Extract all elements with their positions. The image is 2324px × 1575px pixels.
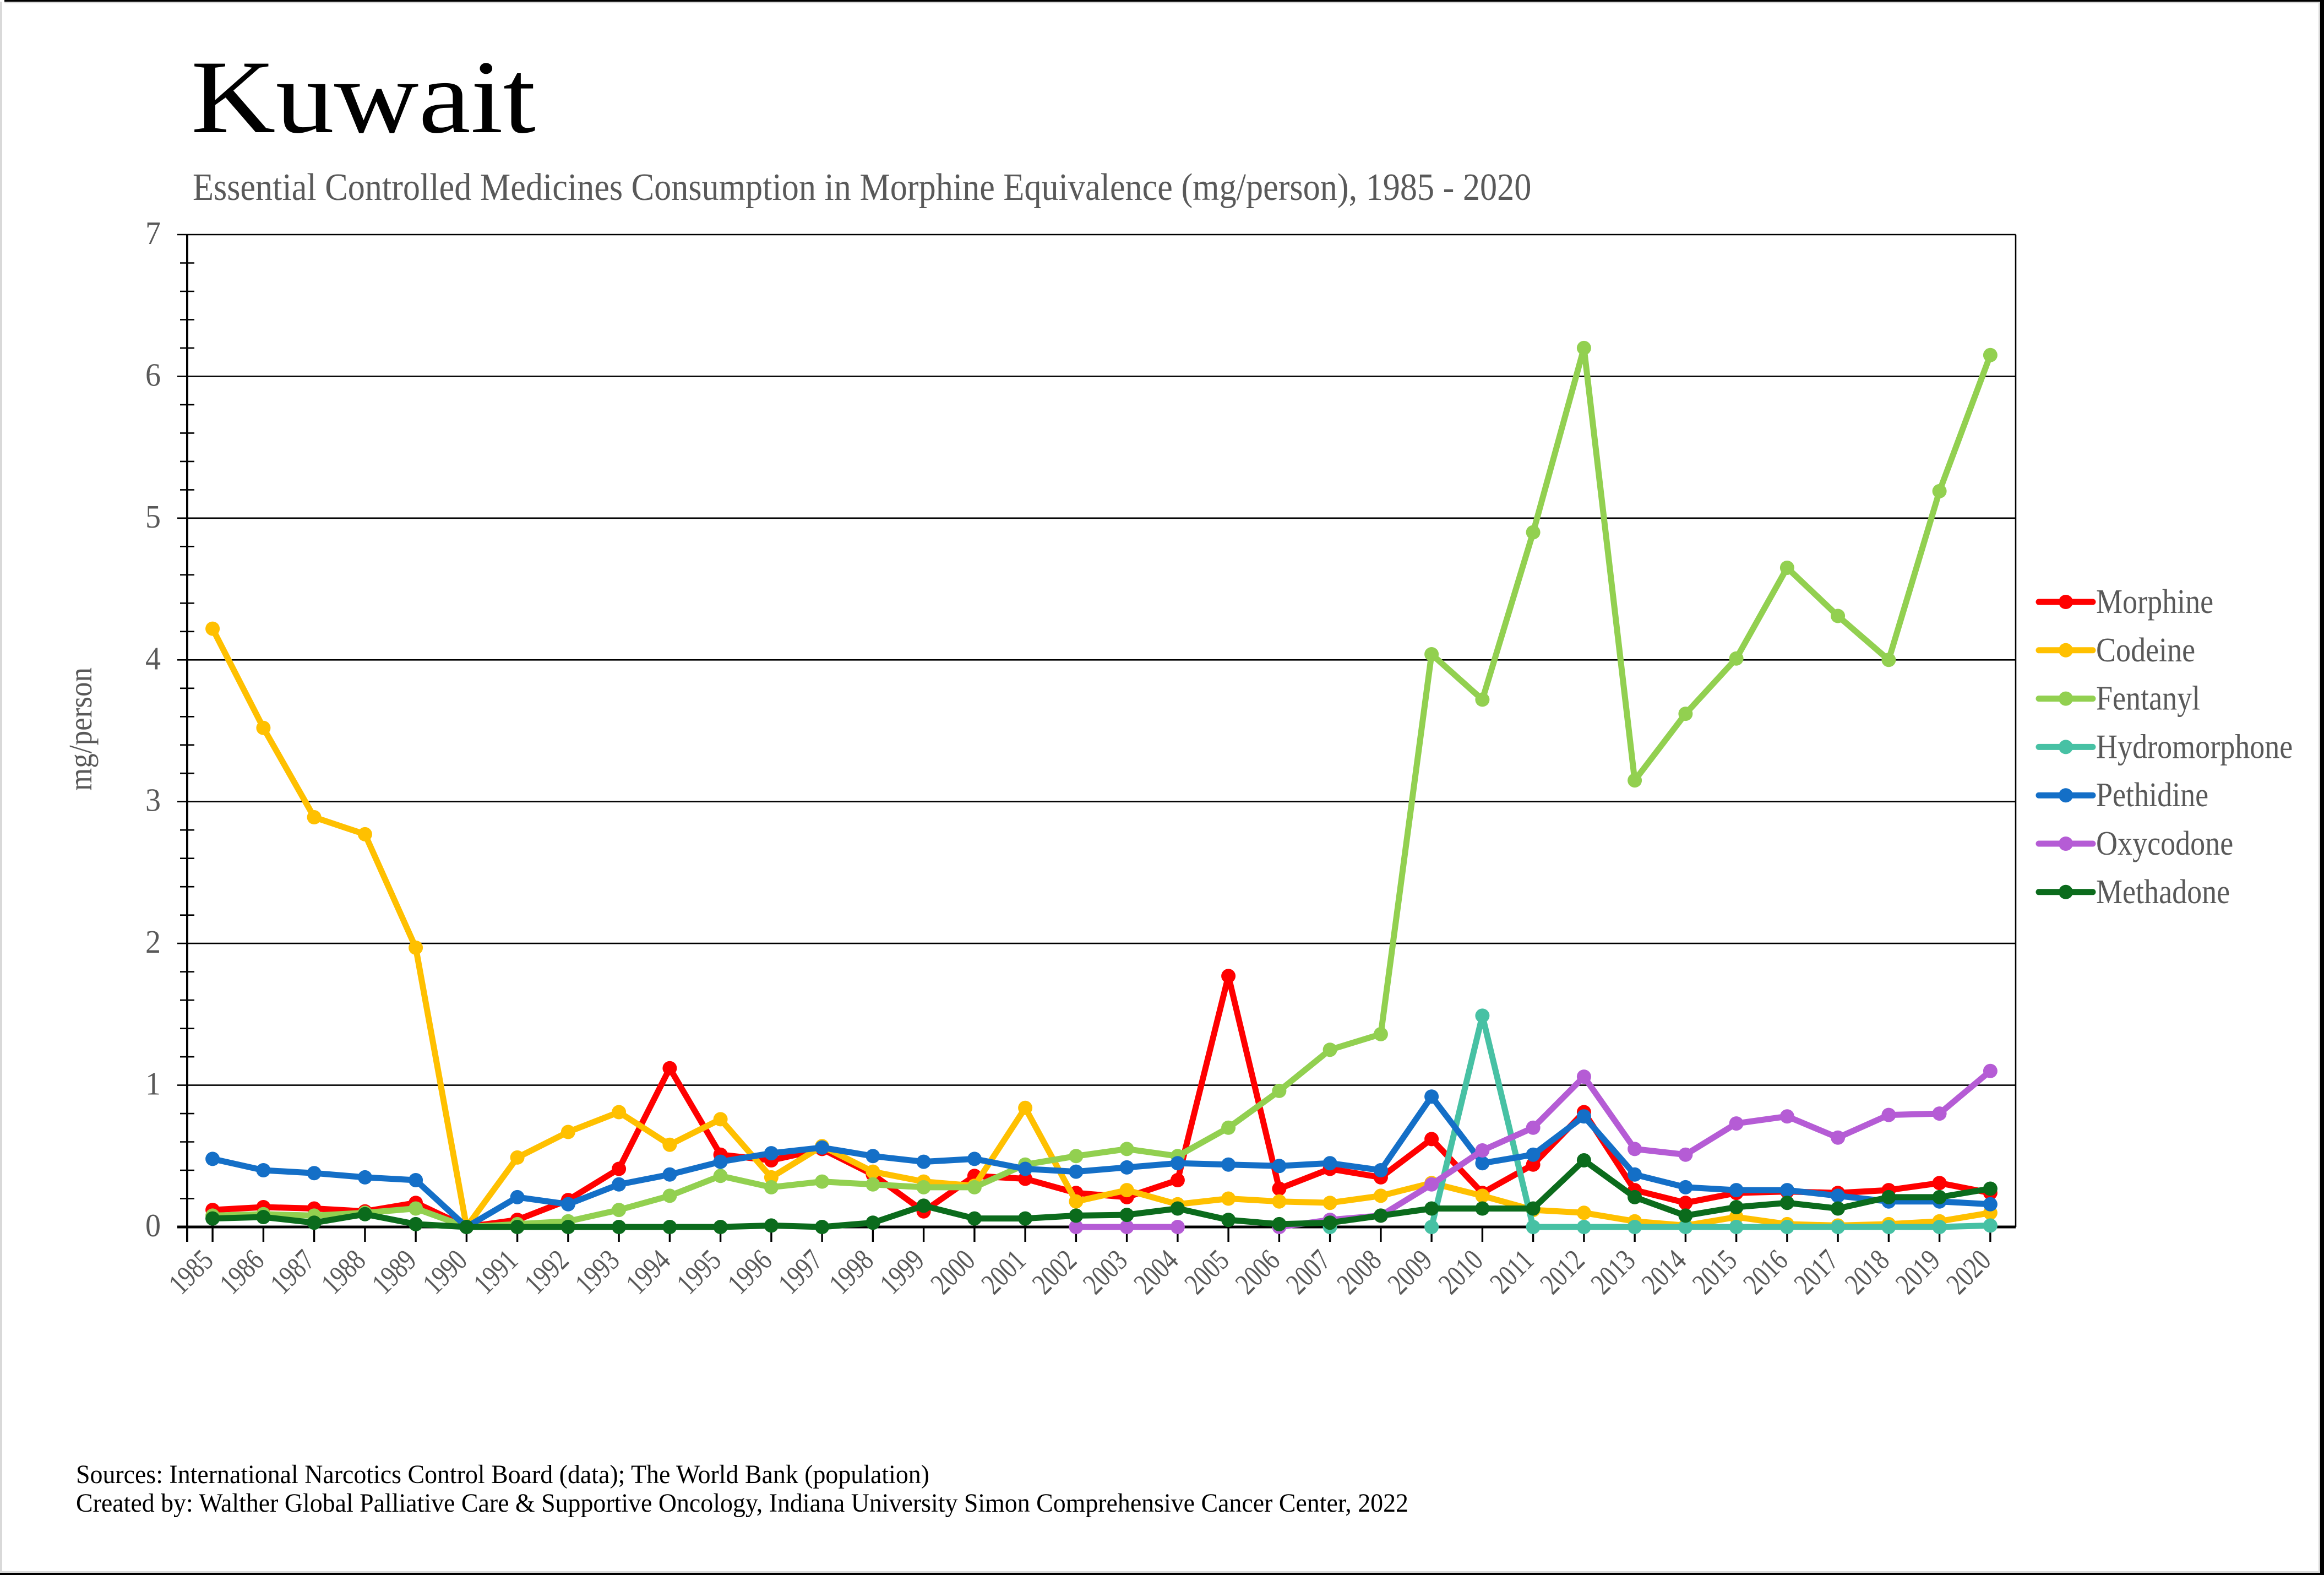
svg-text:Oxycodone: Oxycodone (2096, 824, 2233, 862)
svg-text:Hydromorphone: Hydromorphone (2096, 727, 2293, 765)
svg-text:3: 3 (145, 783, 161, 818)
svg-text:2: 2 (145, 925, 161, 960)
svg-text:Sources: International Narcoti: Sources: International Narcotics Control… (76, 1460, 929, 1489)
svg-text:4: 4 (145, 641, 161, 677)
svg-text:mg/person: mg/person (63, 667, 99, 791)
svg-text:Fentanyl: Fentanyl (2096, 679, 2200, 717)
svg-text:Created by: Walther Global Pal: Created by: Walther Global Palliative Ca… (76, 1489, 1408, 1518)
svg-text:7: 7 (145, 216, 161, 252)
svg-text:1: 1 (145, 1066, 161, 1102)
svg-text:Methadone: Methadone (2096, 872, 2230, 910)
svg-text:Codeine: Codeine (2096, 631, 2195, 669)
svg-text:5: 5 (145, 499, 161, 535)
svg-text:Essential Controlled Medicines: Essential Controlled Medicines Consumpti… (193, 166, 1531, 209)
svg-text:6: 6 (145, 357, 161, 393)
svg-text:Kuwait: Kuwait (191, 39, 536, 155)
svg-text:Morphine: Morphine (2096, 583, 2213, 621)
svg-text:0: 0 (145, 1208, 161, 1244)
svg-text:Pethidine: Pethidine (2096, 776, 2208, 814)
